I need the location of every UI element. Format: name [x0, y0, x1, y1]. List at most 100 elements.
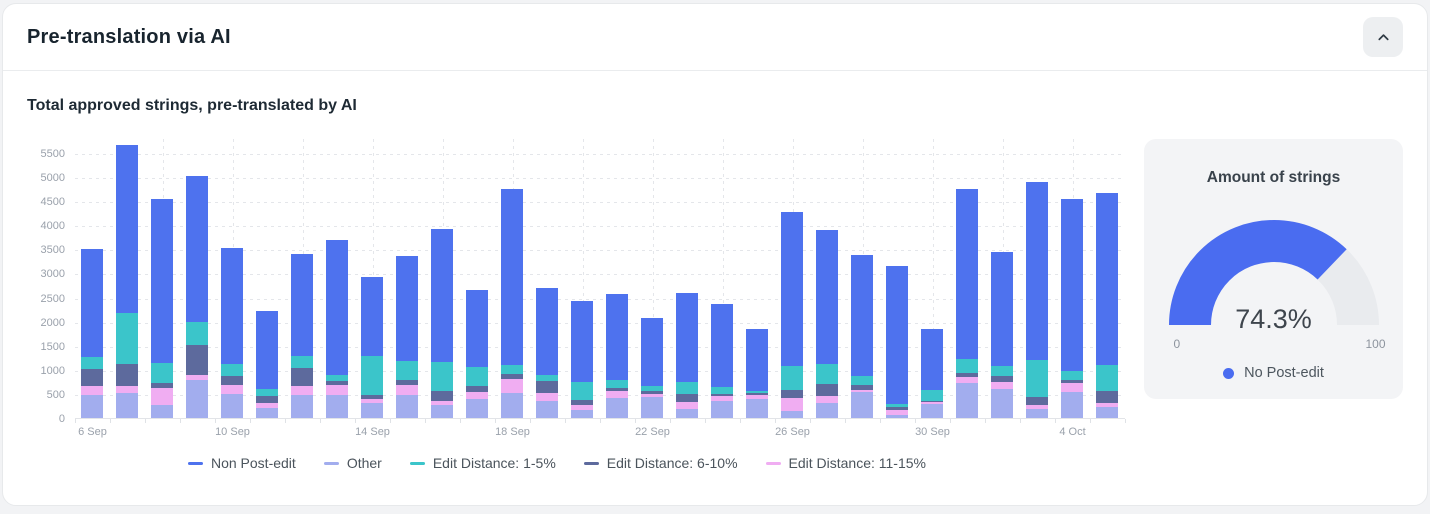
bar-segment: [1096, 390, 1118, 404]
bar-segment: [886, 407, 908, 410]
chart-legend: Non Post-edit Other Edit Distance: 1-5% Edi…: [27, 455, 1087, 471]
bar-segment: [466, 392, 488, 400]
axis-tick: [810, 419, 811, 423]
bar-stack: [221, 247, 243, 418]
legend-label: Edit Distance: 11-15%: [788, 455, 926, 471]
bar[interactable]: [600, 139, 635, 418]
bar-stack: [466, 290, 488, 418]
chevron-up-icon: [1377, 33, 1389, 40]
legend-item[interactable]: Edit Distance: 6-10%: [583, 455, 738, 471]
bar[interactable]: [845, 139, 880, 418]
bar-stack: [991, 252, 1013, 418]
y-tick-label: 1000: [40, 364, 65, 377]
bar-stack: [921, 328, 943, 418]
legend-item[interactable]: Other: [323, 455, 382, 471]
axis-tick: [1090, 419, 1091, 423]
bar-segment: [886, 265, 908, 404]
axis-tick: [1020, 419, 1021, 423]
y-tick-label: 5500: [40, 147, 65, 160]
bar[interactable]: [775, 139, 810, 418]
bar[interactable]: [75, 139, 110, 418]
bar-segment: [361, 403, 383, 418]
bar[interactable]: [460, 139, 495, 418]
bar-segment: [851, 255, 873, 376]
bar-segment: [326, 374, 348, 382]
bar-stack: [1026, 181, 1048, 418]
bar[interactable]: [810, 139, 845, 418]
bar-segment: [396, 394, 418, 418]
bar-stack: [501, 189, 523, 418]
gridline: [75, 274, 1125, 276]
bar[interactable]: [985, 139, 1020, 418]
y-tick-label: 2000: [40, 316, 65, 329]
y-tick-label: 3500: [40, 244, 65, 257]
bar[interactable]: [1090, 139, 1125, 418]
bar-stack: [256, 310, 278, 418]
bar-stack: [81, 249, 103, 418]
bar[interactable]: [705, 139, 740, 418]
bar-stack: [816, 230, 838, 418]
gridline: [932, 139, 934, 418]
bar[interactable]: [110, 139, 145, 418]
bar-segment: [291, 394, 313, 418]
bar-segment: [151, 362, 173, 384]
y-tick-label: 1500: [40, 340, 65, 353]
bar[interactable]: [180, 139, 215, 418]
axis-tick: [775, 419, 776, 423]
bar-segment: [816, 383, 838, 396]
page-title: Pre-translation via AI: [27, 25, 231, 48]
bar[interactable]: [145, 139, 180, 418]
bar-segment: [326, 394, 348, 418]
bar-plot: [75, 139, 1125, 419]
bar-segment: [606, 388, 628, 392]
legend-item[interactable]: Edit Distance: 11-15%: [765, 455, 926, 471]
legend-item[interactable]: Edit Distance: 1-5%: [409, 455, 556, 471]
bar[interactable]: [355, 139, 390, 418]
bar[interactable]: [880, 139, 915, 418]
bar-segment: [221, 385, 243, 395]
bar[interactable]: [635, 139, 670, 418]
gauge-title: Amount of strings: [1206, 169, 1341, 186]
bar-segment: [81, 357, 103, 369]
bar-segment: [816, 395, 838, 404]
bar-segment: [991, 365, 1013, 376]
bar[interactable]: [390, 139, 425, 418]
bar[interactable]: [950, 139, 985, 418]
bar[interactable]: [1055, 139, 1090, 418]
bar-segment: [151, 388, 173, 406]
bar-segment: [991, 389, 1013, 418]
bar[interactable]: [740, 139, 775, 418]
bar-segment: [956, 359, 978, 374]
x-tick-label: 14 Sep: [355, 426, 390, 438]
bar[interactable]: [1020, 139, 1055, 418]
bar[interactable]: [530, 139, 565, 418]
bar[interactable]: [495, 139, 530, 418]
bar-segment: [1061, 382, 1083, 392]
bar[interactable]: [215, 139, 250, 418]
bar-segment: [921, 402, 943, 404]
bar-segment: [536, 374, 558, 382]
bar[interactable]: [250, 139, 285, 418]
axis-tick: [75, 419, 76, 423]
legend-item[interactable]: Non Post-edit: [187, 455, 296, 471]
axis-tick: [1055, 419, 1056, 423]
bar[interactable]: [565, 139, 600, 418]
bar[interactable]: [915, 139, 950, 418]
bar-segment: [956, 376, 978, 384]
bar-segment: [81, 368, 103, 387]
bar-segment: [571, 405, 593, 410]
pre-translation-panel: Pre-translation via AI Total approved st…: [2, 3, 1428, 506]
bar[interactable]: [425, 139, 460, 418]
x-axis-labels: 6 Sep 10 Sep 14 Sep 18 Sep 22 Sep 26 Sep 30 Se…: [75, 419, 1126, 441]
bar[interactable]: [285, 139, 320, 418]
bar-segment: [396, 255, 418, 362]
bar-segment: [571, 409, 593, 418]
bar[interactable]: [320, 139, 355, 418]
bar-segment: [116, 385, 138, 394]
bars-container: [75, 139, 1125, 418]
bar-segment: [676, 394, 698, 403]
bar-segment: [641, 317, 663, 386]
collapse-button[interactable]: [1363, 17, 1403, 57]
bar-stack: [851, 255, 873, 418]
bar[interactable]: [670, 139, 705, 418]
